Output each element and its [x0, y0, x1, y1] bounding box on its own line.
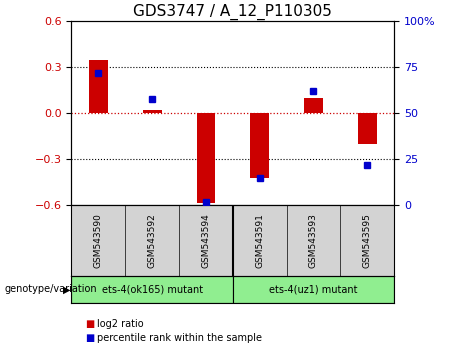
Text: GSM543595: GSM543595 [363, 213, 372, 268]
Title: GDS3747 / A_12_P110305: GDS3747 / A_12_P110305 [133, 4, 332, 20]
Text: genotype/variation: genotype/variation [5, 284, 97, 295]
Text: log2 ratio: log2 ratio [97, 319, 143, 329]
Bar [358, 113, 377, 144]
Text: ets-4(uz1) mutant: ets-4(uz1) mutant [269, 284, 358, 295]
Text: GSM543592: GSM543592 [148, 213, 157, 268]
Text: GSM543593: GSM543593 [309, 213, 318, 268]
Text: GSM543591: GSM543591 [255, 213, 264, 268]
Text: GSM543590: GSM543590 [94, 213, 103, 268]
Bar [250, 113, 269, 178]
Text: ▶: ▶ [63, 284, 71, 295]
Text: percentile rank within the sample: percentile rank within the sample [97, 333, 262, 343]
Bar [89, 59, 108, 113]
Bar [71, 276, 233, 303]
Bar [143, 110, 161, 113]
Bar [196, 113, 215, 203]
Bar [233, 276, 394, 303]
Text: ■: ■ [85, 333, 95, 343]
Text: ets-4(ok165) mutant: ets-4(ok165) mutant [101, 284, 203, 295]
Text: ■: ■ [85, 319, 95, 329]
Text: GSM543594: GSM543594 [201, 213, 210, 268]
Bar [304, 98, 323, 113]
